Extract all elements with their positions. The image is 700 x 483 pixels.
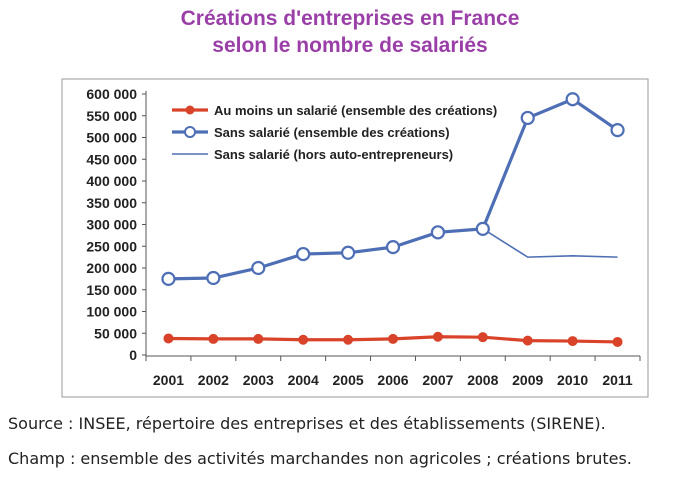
x-tick-label: 2003 [243, 372, 274, 388]
series-1-point [388, 333, 398, 344]
series-1-point [343, 334, 354, 345]
legend-swatch-marker [185, 105, 195, 115]
series-2-point [475, 221, 490, 236]
scope-note: Champ : ensemble des activités marchande… [8, 449, 632, 468]
y-tick-label: 500 000 [86, 130, 137, 146]
x-tick-label: 2007 [422, 372, 453, 388]
series-2-point [565, 92, 580, 107]
y-tick-label: 50 000 [94, 325, 137, 341]
series-2-point [161, 271, 176, 286]
series-1-point [163, 333, 174, 344]
y-tick-label: 150 000 [86, 282, 137, 298]
chart-title-line-1: Créations d'entreprises en France [180, 7, 520, 30]
source-note: Source : INSEE, répertoire des entrepris… [8, 414, 606, 433]
line-chart: 0 50 000 100 000 150 000 200 000 250 000 300 0… [61, 78, 649, 398]
x-tick-label: 2004 [288, 372, 319, 388]
legend-entry-label: Sans salarié (ensemble des créations) [214, 125, 450, 140]
y-tick-label: 550 000 [86, 108, 137, 124]
y-tick-label: 450 000 [86, 151, 137, 167]
x-tick-label: 2011 [602, 372, 633, 388]
x-tick-label: 2002 [198, 372, 229, 388]
x-tick-label: 2006 [377, 372, 408, 388]
series-2-point [340, 245, 356, 260]
y-tick-label: 400 000 [86, 173, 137, 189]
series-2-point [206, 270, 221, 286]
y-tick-label: 600 000 [86, 86, 137, 102]
x-tick-label: 2009 [512, 372, 543, 388]
series-2-point [385, 240, 401, 255]
legend-swatch-marker [184, 126, 196, 138]
series-1-point [253, 333, 264, 344]
series-1-point [477, 332, 488, 343]
series-2-point [430, 225, 446, 240]
series-1-point [208, 333, 219, 344]
y-tick-label: 350 000 [86, 195, 137, 211]
y-tick-label: 250 000 [86, 238, 137, 254]
series-2-point [520, 110, 535, 126]
series-1-point [432, 331, 443, 342]
y-tick-label: 200 000 [86, 260, 137, 276]
x-tick-label: 2005 [333, 372, 364, 388]
chart-frame [61, 78, 649, 398]
series-1-point [567, 336, 578, 347]
series-2-point [251, 260, 266, 276]
series-1-point [612, 336, 623, 347]
legend-entry-label: Sans salarié (hors auto-entrepreneurs) [214, 147, 453, 162]
x-tick-label: 2001 [153, 372, 184, 388]
x-tick-label: 2010 [557, 372, 588, 388]
y-tick-label: 0 [129, 347, 137, 363]
series-2-point [296, 246, 311, 262]
y-tick-label: 100 000 [86, 304, 137, 320]
series-2-point [610, 123, 625, 138]
series-1-point [522, 335, 533, 346]
x-tick-label: 2008 [467, 372, 498, 388]
y-tick-label: 300 000 [86, 217, 137, 233]
chart-title-line-2: selon le nombre de salariés [212, 34, 488, 57]
series-1-point [298, 334, 309, 345]
legend-entry-label: Au moins un salarié (ensemble des créati… [214, 103, 497, 118]
